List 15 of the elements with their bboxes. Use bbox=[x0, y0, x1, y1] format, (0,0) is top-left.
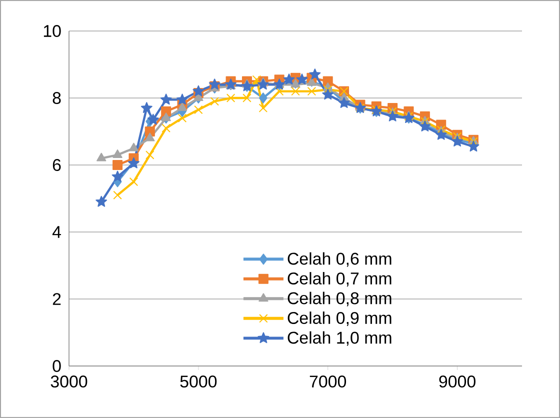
y-tick-label: 4 bbox=[52, 226, 61, 238]
x-tick-label: 9000 bbox=[439, 376, 476, 388]
legend-label: Celah 1,0 mm bbox=[288, 331, 392, 346]
legend-label: Celah 0,8 mm bbox=[288, 292, 392, 306]
legend-label: Celah 0,7 mm bbox=[288, 272, 392, 286]
y-tick-label: 8 bbox=[52, 92, 61, 104]
y-tick-label: 6 bbox=[52, 159, 61, 171]
legend-label: Celah 0,6 mm bbox=[288, 252, 392, 267]
x-tick-label: 3000 bbox=[50, 376, 88, 388]
y-tick-label: 10 bbox=[44, 25, 61, 37]
x-tick-label: 5000 bbox=[180, 376, 217, 388]
x-tick-label: 7000 bbox=[310, 376, 346, 388]
legend-label: Celah 0,9 mm bbox=[288, 312, 392, 326]
y-tick-label: 0 bbox=[52, 360, 61, 372]
y-tick-label: 2 bbox=[52, 293, 61, 305]
